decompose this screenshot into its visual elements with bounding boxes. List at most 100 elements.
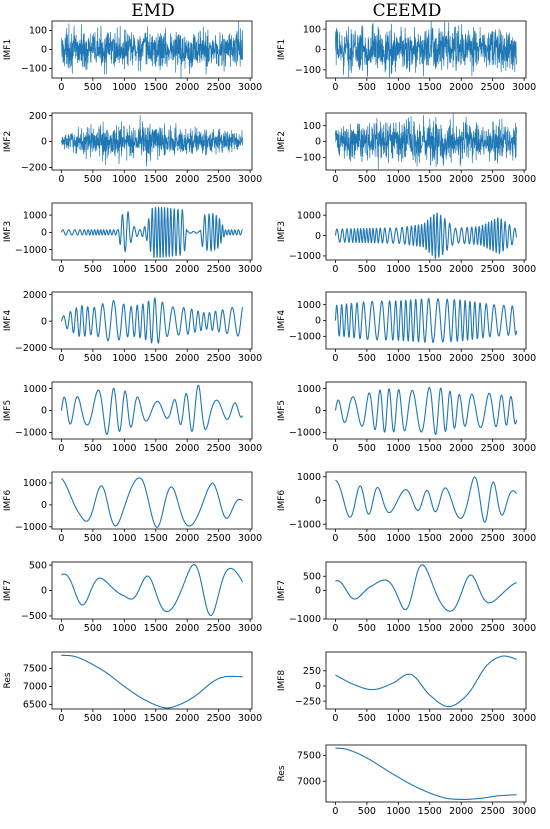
x-tick-label: 500 — [84, 353, 102, 364]
y-tick-label: 1000 — [23, 210, 47, 221]
x-tick-label: 500 — [358, 533, 376, 544]
axes-frame — [325, 744, 527, 803]
y-axis-label: IMF8 — [277, 670, 287, 692]
x-tick-label: 1500 — [418, 82, 442, 93]
subplot-ceemd-imf2: 0 500 1000 1500 2000 2500 3000 −100 0 100 IMF2 — [277, 112, 536, 185]
x-tick-label: 500 — [84, 82, 102, 93]
y-tick-label: 1000 — [297, 300, 321, 311]
y-axis-label: IMF1 — [3, 39, 13, 60]
subplot-ceemd-imf7: 0 500 1000 1500 2000 2500 3000 −1000 0 500 IMF7 — [277, 561, 536, 634]
x-tick-label: 1000 — [112, 533, 136, 544]
x-tick-label: 2000 — [449, 174, 473, 185]
x-tick-label: 3000 — [512, 533, 536, 544]
x-tick-label: 1500 — [418, 806, 442, 817]
x-tick-label: 500 — [358, 443, 376, 454]
y-tick-label: −1000 — [15, 522, 47, 533]
x-tick-label: 2500 — [481, 713, 505, 724]
y-tick-label: −500 — [21, 611, 47, 622]
y-tick-label: −1000 — [289, 332, 321, 343]
x-tick-label: 0 — [58, 533, 64, 544]
x-tick-label: 2500 — [207, 713, 231, 724]
x-tick-label: 3000 — [512, 713, 536, 724]
x-tick-label: 2000 — [449, 806, 473, 817]
y-tick-label: −100 — [21, 64, 47, 75]
y-tick-label: 500 — [303, 571, 321, 582]
y-tick-label: 0 — [315, 586, 321, 597]
subplot-ceemd-imf6: 0 500 1000 1500 2000 2500 3000 −1000 0 1000 IMF6 — [277, 471, 536, 544]
series-line — [334, 212, 518, 259]
x-tick-label: 1500 — [144, 353, 168, 364]
series-line — [61, 21, 243, 78]
subplot-emd-imf1: 0 500 1000 1500 2000 2500 3000 −100 0 100 IMF1 — [3, 20, 262, 93]
x-tick-label: 2500 — [481, 174, 505, 185]
series-line — [335, 655, 517, 708]
y-axis-label: IMF4 — [3, 310, 13, 332]
subplot-emd-imf6: 0 500 1000 1500 2000 2500 3000 −1000 0 1000 IMF6 — [3, 471, 262, 544]
x-tick-label: 2500 — [481, 353, 505, 364]
x-tick-label: 500 — [358, 264, 376, 275]
subplot-emd-imf4: 0 500 1000 1500 2000 2500 3000 −2000 0 2000 IMF4 — [3, 290, 262, 364]
y-tick-label: 1000 — [23, 384, 47, 395]
y-tick-label: 0 — [41, 500, 47, 511]
x-tick-label: 0 — [58, 443, 64, 454]
y-axis-label: IMF1 — [277, 39, 287, 60]
y-tick-label: −2000 — [15, 343, 47, 354]
axes-frame — [325, 561, 527, 620]
x-tick-label: 2000 — [449, 533, 473, 544]
x-tick-label: 1000 — [386, 264, 410, 275]
x-tick-label: 0 — [332, 82, 338, 93]
x-tick-label: 3000 — [238, 174, 262, 185]
series-line — [61, 477, 243, 528]
y-tick-label: 0 — [315, 681, 321, 692]
x-tick-label: 500 — [84, 533, 102, 544]
y-tick-label: 0 — [41, 586, 47, 597]
y-tick-label: 2000 — [23, 290, 47, 301]
series-line — [335, 21, 517, 78]
x-tick-label: 3000 — [512, 174, 536, 185]
x-tick-label: 2500 — [207, 623, 231, 634]
x-tick-label: 500 — [84, 264, 102, 275]
x-tick-label: 3000 — [512, 806, 536, 817]
x-tick-label: 1000 — [386, 174, 410, 185]
x-tick-label: 2500 — [207, 353, 231, 364]
y-tick-label: 0 — [41, 45, 47, 56]
x-tick-label: 1500 — [144, 174, 168, 185]
x-tick-label: 1000 — [386, 353, 410, 364]
y-tick-label: −100 — [295, 65, 321, 76]
y-tick-label: −100 — [295, 153, 321, 164]
y-tick-label: 1000 — [23, 478, 47, 489]
x-tick-label: 2500 — [481, 443, 505, 454]
x-tick-label: 1500 — [418, 353, 442, 364]
x-tick-label: 500 — [358, 623, 376, 634]
y-tick-label: 7000 — [23, 682, 47, 693]
x-tick-label: 500 — [358, 82, 376, 93]
y-tick-label: 200 — [29, 111, 47, 122]
y-tick-label: 0 — [315, 496, 321, 507]
x-tick-label: 2000 — [175, 533, 199, 544]
subplot-emd-imf7: 0 500 1000 1500 2000 2500 3000 −500 0 500 IMF7 — [3, 560, 262, 634]
axes-frame — [51, 651, 253, 710]
x-tick-label: 2500 — [481, 82, 505, 93]
x-tick-label: 2500 — [207, 443, 231, 454]
y-axis-label: Res — [3, 672, 13, 688]
y-tick-label: 7500 — [297, 751, 321, 762]
x-tick-label: 1000 — [112, 174, 136, 185]
axes-frame — [51, 291, 253, 350]
series-line — [335, 476, 517, 523]
y-tick-label: 0 — [315, 406, 321, 417]
x-tick-label: 0 — [332, 264, 338, 275]
x-tick-label: 1000 — [386, 713, 410, 724]
y-axis-label: IMF6 — [3, 490, 13, 512]
x-tick-label: 2000 — [175, 264, 199, 275]
subplot-ceemd-imf8: 0 500 1000 1500 2000 2500 3000 −250 0 250 IMF8 — [277, 651, 536, 724]
x-tick-label: 3000 — [512, 264, 536, 275]
y-axis-label: IMF2 — [277, 131, 287, 152]
x-tick-label: 500 — [358, 353, 376, 364]
x-tick-label: 1500 — [418, 623, 442, 634]
y-axis-label: Res — [277, 765, 287, 781]
y-tick-label: −1000 — [289, 519, 321, 530]
subplot-ceemd-imf4: 0 500 1000 1500 2000 2500 3000 −1000 0 1000 IMF4 — [277, 291, 536, 364]
subplot-ceemd-imf5: 0 500 1000 1500 2000 2500 3000 −1000 0 1000 IMF5 — [277, 381, 536, 454]
y-tick-label: −200 — [21, 163, 47, 174]
series-line — [60, 206, 243, 258]
